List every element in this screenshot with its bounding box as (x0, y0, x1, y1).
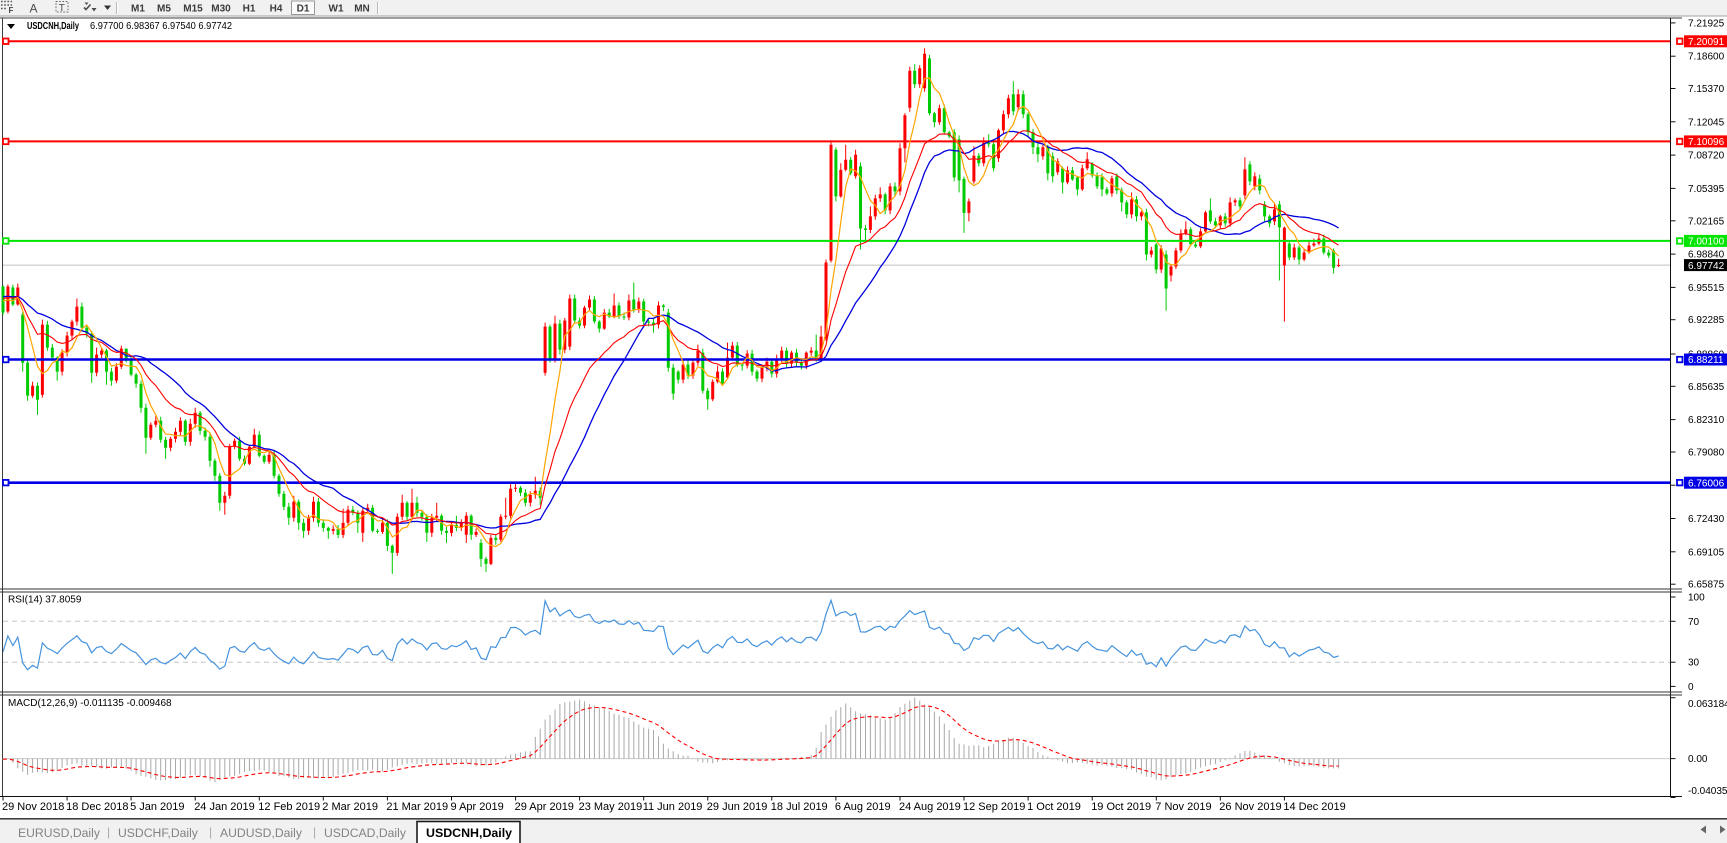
svg-text:21 Mar 2019: 21 Mar 2019 (386, 801, 448, 813)
svg-text:2 Mar 2019: 2 Mar 2019 (322, 801, 378, 813)
svg-text:7.15370: 7.15370 (1688, 84, 1725, 95)
svg-text:7.12045: 7.12045 (1688, 117, 1725, 128)
svg-text:0.00: 0.00 (1688, 754, 1708, 765)
svg-text:6.76006: 6.76006 (1688, 478, 1725, 489)
svg-text:H4: H4 (270, 4, 283, 15)
svg-text:24 Aug 2019: 24 Aug 2019 (899, 801, 961, 813)
svg-text:29 Jun 2019: 29 Jun 2019 (707, 801, 768, 813)
svg-text:USDCNH,Daily: USDCNH,Daily (27, 20, 79, 32)
svg-text:H1: H1 (243, 4, 256, 15)
svg-text:6.72430: 6.72430 (1688, 514, 1725, 525)
svg-text:23 May 2019: 23 May 2019 (579, 801, 643, 813)
svg-text:11 Jun 2019: 11 Jun 2019 (643, 801, 703, 813)
svg-text:70: 70 (1688, 617, 1700, 628)
svg-text:7.10096: 7.10096 (1688, 137, 1725, 148)
svg-text:6.69105: 6.69105 (1688, 547, 1725, 558)
svg-text:6.97742: 6.97742 (1688, 261, 1725, 272)
svg-text:6.88211: 6.88211 (1688, 355, 1724, 366)
svg-text:T: T (59, 3, 65, 14)
svg-text:M1: M1 (131, 4, 145, 15)
svg-text:0.063184: 0.063184 (1688, 699, 1727, 710)
svg-text:1 Oct 2019: 1 Oct 2019 (1027, 801, 1081, 813)
svg-text:7 Nov 2019: 7 Nov 2019 (1155, 801, 1211, 813)
svg-text:6.82310: 6.82310 (1688, 415, 1725, 426)
svg-text:5 Jan 2019: 5 Jan 2019 (130, 801, 184, 813)
svg-text:6.92285: 6.92285 (1688, 315, 1725, 326)
svg-text:RSI(14) 37.8059: RSI(14) 37.8059 (8, 595, 82, 606)
svg-text:W1: W1 (329, 4, 344, 15)
svg-text:30: 30 (1688, 658, 1700, 669)
svg-text:14 Dec 2019: 14 Dec 2019 (1283, 801, 1345, 813)
svg-text:7.05395: 7.05395 (1688, 184, 1725, 195)
svg-text:26 Nov 2019: 26 Nov 2019 (1219, 801, 1281, 813)
svg-text:USDCNH,Daily: USDCNH,Daily (426, 826, 512, 840)
svg-text:29 Apr 2019: 29 Apr 2019 (515, 801, 574, 813)
svg-text:24 Jan 2019: 24 Jan 2019 (194, 801, 255, 813)
svg-text:6.65875: 6.65875 (1688, 580, 1725, 591)
svg-text:M30: M30 (211, 4, 231, 15)
svg-text:18 Dec 2018: 18 Dec 2018 (66, 801, 128, 813)
svg-text:29 Nov 2018: 29 Nov 2018 (2, 801, 64, 813)
svg-text:6.97700 6.98367 6.97540 6.9774: 6.97700 6.98367 6.97540 6.97742 (90, 21, 232, 32)
svg-text:19 Oct 2019: 19 Oct 2019 (1091, 801, 1151, 813)
svg-text:7.21925: 7.21925 (1688, 18, 1725, 29)
svg-text:6.95515: 6.95515 (1688, 283, 1725, 294)
svg-text:A: A (30, 2, 38, 16)
svg-text:7.20091: 7.20091 (1688, 37, 1725, 48)
svg-text:0: 0 (1688, 682, 1694, 693)
svg-text:6.79080: 6.79080 (1688, 448, 1725, 459)
svg-text:USDCAD,Daily: USDCAD,Daily (324, 826, 407, 840)
svg-text:12 Sep 2019: 12 Sep 2019 (963, 801, 1025, 813)
svg-text:|: | (313, 825, 316, 839)
svg-text:18 Jul 2019: 18 Jul 2019 (771, 801, 828, 813)
svg-text:MACD(12,26,9) -0.011135 -0.009: MACD(12,26,9) -0.011135 -0.009468 (8, 698, 172, 709)
svg-text:6.98840: 6.98840 (1688, 250, 1725, 261)
svg-text:MN: MN (354, 4, 370, 15)
svg-text:9 Apr 2019: 9 Apr 2019 (451, 801, 504, 813)
svg-text:12 Feb 2019: 12 Feb 2019 (258, 801, 320, 813)
svg-text:7.00100: 7.00100 (1688, 237, 1725, 248)
svg-text:7.18600: 7.18600 (1688, 52, 1725, 63)
svg-text:7.08720: 7.08720 (1688, 151, 1725, 162)
svg-text:6.85635: 6.85635 (1688, 382, 1725, 393)
svg-text:EURUSD,Daily: EURUSD,Daily (18, 826, 101, 840)
svg-text:F: F (9, 6, 14, 15)
svg-text:100: 100 (1688, 593, 1705, 604)
svg-text:7.02165: 7.02165 (1688, 216, 1725, 227)
svg-text:6 Aug 2019: 6 Aug 2019 (835, 801, 891, 813)
svg-text:-0.040355: -0.040355 (1688, 786, 1727, 797)
svg-text:|: | (209, 825, 212, 839)
svg-text:|: | (107, 825, 110, 839)
svg-text:USDCHF,Daily: USDCHF,Daily (118, 826, 199, 840)
svg-text:AUDUSD,Daily: AUDUSD,Daily (220, 826, 303, 840)
svg-text:M15: M15 (183, 4, 203, 15)
svg-text:M5: M5 (157, 4, 171, 15)
svg-text:D1: D1 (297, 4, 310, 15)
